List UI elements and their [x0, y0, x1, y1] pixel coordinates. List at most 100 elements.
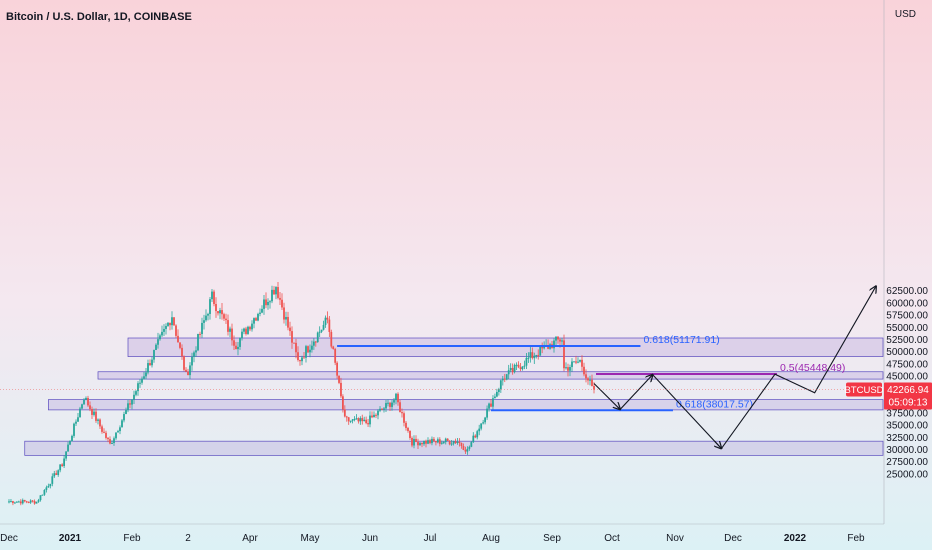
- candle-body: [81, 404, 83, 408]
- price-tick-label: 47500.00: [886, 359, 928, 370]
- candle-body: [480, 423, 482, 428]
- symbol-label: BTCUSD: [844, 385, 883, 396]
- candle: [293, 343, 295, 344]
- candle-body: [591, 380, 593, 386]
- candle-body: [163, 329, 165, 332]
- candle-body: [79, 409, 81, 418]
- candle-body: [472, 436, 474, 442]
- price-tick-label: 57500.00: [886, 311, 928, 322]
- candle-body: [111, 443, 113, 444]
- candle-body: [327, 318, 329, 320]
- time-tick-label: Sep: [543, 533, 561, 544]
- time-tick-label: 2: [185, 533, 191, 544]
- candle-body: [425, 441, 427, 444]
- price-tick-label: 27500.00: [886, 457, 928, 468]
- candle-body: [75, 422, 77, 424]
- candle-body: [573, 361, 575, 362]
- candle-body: [36, 502, 38, 504]
- time-tick-label: Jun: [362, 533, 378, 544]
- candle-body: [135, 391, 137, 395]
- time-axis-ticks: Dec 2021 Feb 2 Apr May Jun Jul Aug Sep Oct Nov Dec 20…: [0, 533, 865, 544]
- candle-body: [51, 476, 53, 484]
- candle-body: [581, 360, 583, 367]
- candle-body: [109, 439, 111, 443]
- time-tick-label: 2022: [784, 533, 807, 544]
- candle-body: [340, 383, 342, 396]
- candle-body: [89, 405, 91, 409]
- candle-body: [375, 415, 377, 416]
- candle-body: [526, 358, 528, 366]
- candle: [197, 334, 199, 351]
- candle-body: [225, 319, 227, 320]
- candle-body: [563, 340, 565, 368]
- candle-body: [137, 383, 139, 391]
- candle-body: [283, 307, 285, 319]
- candle-body: [191, 357, 193, 365]
- candle-body: [175, 326, 177, 336]
- candle-body: [161, 332, 163, 336]
- candle-body: [123, 414, 125, 420]
- candle-body: [585, 374, 587, 378]
- candle: [175, 324, 177, 338]
- candle-body: [401, 412, 403, 413]
- candle-body: [245, 329, 247, 334]
- time-tick-label: Dec: [724, 533, 742, 544]
- candle-body: [20, 501, 22, 503]
- candle-body: [463, 446, 465, 450]
- candle-body: [417, 442, 419, 445]
- candle-body: [565, 367, 567, 368]
- candle-body: [510, 368, 512, 370]
- candle-body: [103, 432, 105, 433]
- candle-body: [171, 317, 173, 325]
- candle-body: [115, 433, 117, 439]
- candle-body: [514, 365, 516, 372]
- candle-body: [205, 316, 207, 321]
- price-zone: [98, 372, 883, 379]
- candle-body: [403, 413, 405, 423]
- candle-body: [129, 403, 131, 404]
- candle-body: [470, 442, 472, 447]
- candle-body: [518, 365, 520, 367]
- price-tick-label: 37500.00: [886, 408, 928, 419]
- bar-countdown: 05:09:13: [889, 398, 928, 409]
- time-tick-label: May: [301, 533, 320, 544]
- candle-body: [443, 442, 445, 443]
- candle-body: [301, 357, 303, 361]
- candle-body: [145, 372, 147, 376]
- candle: [81, 404, 83, 410]
- candle-body: [273, 290, 275, 294]
- candle-body: [18, 501, 20, 502]
- candle-body: [478, 429, 480, 432]
- candle-body: [455, 441, 457, 443]
- candle-body: [461, 443, 463, 446]
- candle-body: [571, 362, 573, 368]
- candle-body: [167, 323, 169, 326]
- candle-body: [169, 323, 171, 325]
- candle-body: [537, 355, 539, 356]
- candle-body: [381, 409, 383, 410]
- candle-body: [215, 304, 217, 311]
- candle-body: [77, 417, 79, 421]
- candle-body: [555, 337, 557, 341]
- candle-body: [67, 445, 69, 452]
- time-tick-label: Aug: [482, 533, 500, 544]
- candle-body: [297, 352, 299, 360]
- candle-body: [569, 367, 571, 371]
- candle-body: [383, 408, 385, 409]
- last-price-value: 42266.94: [887, 385, 929, 396]
- candle-body: [73, 424, 75, 436]
- candle-body: [195, 350, 197, 352]
- candle-body: [133, 395, 135, 400]
- candle-body: [352, 419, 354, 420]
- candle-body: [249, 327, 251, 329]
- candle-body: [30, 501, 32, 503]
- candle-body: [303, 357, 305, 358]
- candle-body: [354, 419, 356, 420]
- candle-body: [512, 368, 514, 372]
- candle-body: [183, 356, 185, 370]
- candle-body: [201, 323, 203, 334]
- candle: [213, 290, 215, 307]
- candle-body: [459, 442, 461, 443]
- candle-body: [47, 486, 49, 487]
